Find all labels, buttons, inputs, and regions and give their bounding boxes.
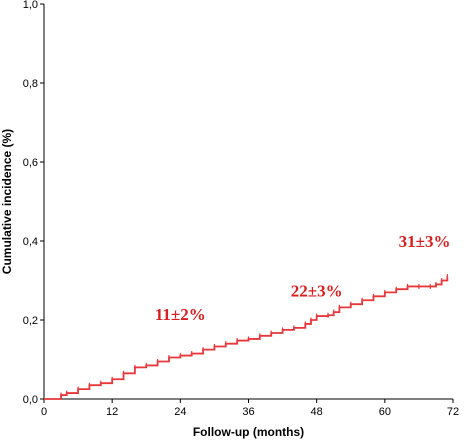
x-tick-label: 0 — [41, 406, 47, 418]
x-tick-label: 36 — [242, 406, 254, 418]
x-tick-label: 60 — [379, 406, 391, 418]
x-tick-label: 24 — [174, 406, 186, 418]
x-tick-label: 48 — [311, 406, 323, 418]
y-tick-label: 1,0 — [23, 0, 38, 11]
y-tick-label: 0,2 — [23, 315, 38, 327]
annotation-label: 11±2% — [155, 305, 206, 324]
y-tick-label: 0,8 — [23, 78, 38, 90]
y-tick-label: 0,0 — [23, 394, 38, 406]
y-axis-title: Cumulative incidence (%) — [0, 129, 14, 274]
curve-layer — [44, 274, 447, 399]
annotation-label: 31±3% — [399, 232, 451, 251]
annotation-label: 22±3% — [291, 281, 343, 300]
annotations: 11±2% 22±3% 31±3% — [155, 232, 451, 324]
x-axis-title: Follow-up (months) — [193, 425, 304, 439]
y-tick-label: 0,6 — [23, 157, 38, 169]
incidence-curve — [44, 277, 447, 399]
y-tick-label: 0,4 — [23, 236, 38, 248]
x-tick-label: 72 — [447, 406, 459, 418]
ticks: 0,0 0,2 0,4 0,6 0,8 1,0 0 12 24 36 48 60 72 — [23, 0, 459, 418]
x-tick-label: 12 — [106, 406, 118, 418]
